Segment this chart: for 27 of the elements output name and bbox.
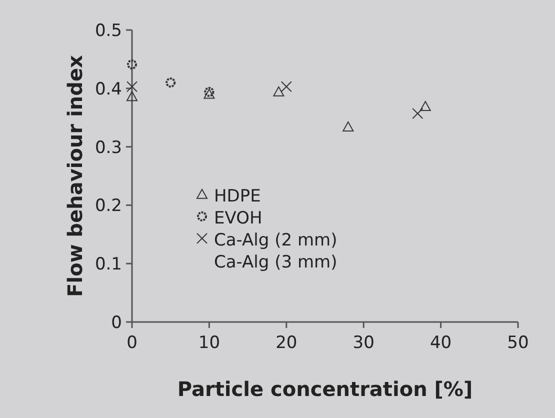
x-tick-label: 50 xyxy=(507,333,529,353)
x-tick-label: 30 xyxy=(352,333,374,353)
y-tick-label: 0.2 xyxy=(94,196,122,216)
point xyxy=(280,81,292,92)
point xyxy=(166,78,176,88)
y-tick-label: 0.4 xyxy=(94,79,122,100)
y-tick-label: 0.1 xyxy=(94,254,122,275)
legend-label: HDPE xyxy=(214,186,261,206)
legend-label: EVOH xyxy=(214,208,262,228)
point xyxy=(420,101,431,112)
x-tick-label: 10 xyxy=(198,333,220,353)
point xyxy=(342,121,354,132)
x-axis-title: Particle concentration [%] xyxy=(177,377,473,401)
point xyxy=(273,86,284,96)
y-tick-label: 0.5 xyxy=(94,21,122,41)
y-tick-label: 0 xyxy=(111,313,122,333)
point xyxy=(412,108,424,120)
x-tick-label: 0 xyxy=(126,333,138,353)
point xyxy=(126,91,138,102)
x-tick-label: 40 xyxy=(430,333,452,353)
point xyxy=(126,81,138,92)
x-tick-label: 20 xyxy=(276,333,298,353)
legend-label: Ca-Alg (3 mm) xyxy=(214,252,338,272)
point xyxy=(127,59,137,70)
legend-label: Ca-Alg (2 mm) xyxy=(214,230,338,250)
y-tick-label: 0.3 xyxy=(94,138,122,158)
y-axis-title: Flow behaviour index xyxy=(63,54,87,297)
